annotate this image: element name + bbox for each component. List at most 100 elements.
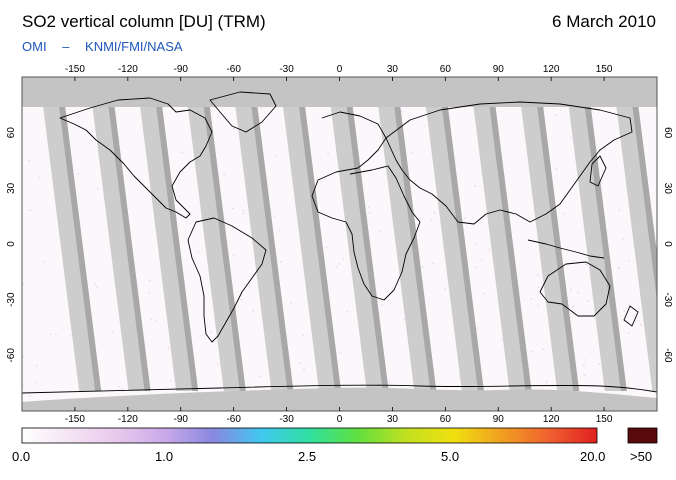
noise-pixel xyxy=(242,210,244,212)
noise-pixel xyxy=(77,173,80,175)
noise-pixel xyxy=(458,375,461,377)
map-date: 6 March 2010 xyxy=(552,12,656,31)
lat-tick-label: 0 xyxy=(6,241,17,247)
lat-tick-label: 30 xyxy=(6,182,17,194)
noise-pixel xyxy=(530,298,532,300)
noise-pixel xyxy=(587,300,589,302)
noise-pixel xyxy=(500,339,503,341)
lon-tick-label: -60 xyxy=(226,64,241,75)
noise-pixel xyxy=(488,248,490,251)
lon-tick-label: -30 xyxy=(279,64,294,75)
noise-pixel xyxy=(38,176,40,179)
left-latitude-ticks: 60 30 0 -30 -60 xyxy=(6,127,17,363)
coast-greenland xyxy=(209,91,277,133)
lon-tick-label: 60 xyxy=(440,64,452,75)
noise-pixel xyxy=(23,283,25,285)
noise-pixel xyxy=(369,212,371,214)
lat-tick-label: 0 xyxy=(662,241,673,247)
lon-tick-label: -30 xyxy=(279,414,294,425)
noise-pixel xyxy=(327,152,329,155)
noise-pixel xyxy=(483,293,485,295)
noise-pixel xyxy=(367,206,370,208)
swath-overlap xyxy=(299,107,342,391)
noise-pixel xyxy=(243,212,245,215)
swath-overlap xyxy=(251,107,294,391)
noise-pixel xyxy=(168,346,170,349)
noise-pixel xyxy=(69,335,72,337)
colorbar-overflow xyxy=(627,427,658,444)
noise-pixel xyxy=(638,307,640,310)
swath-overlap xyxy=(59,107,102,391)
noise-pixel xyxy=(290,302,292,304)
noise-pixel xyxy=(475,243,477,245)
noise-pixel xyxy=(563,213,565,215)
noise-pixel xyxy=(35,381,37,384)
lat-tick-label: 30 xyxy=(662,183,673,195)
noise-pixel xyxy=(379,230,381,232)
noise-pixel xyxy=(274,216,276,218)
lon-tick-label: -60 xyxy=(226,414,241,425)
swath-overlap xyxy=(108,107,151,391)
north-polar-no-data xyxy=(22,77,657,107)
noise-pixel xyxy=(342,258,344,260)
coast-indonesia xyxy=(527,239,605,259)
noise-pixel xyxy=(336,266,338,268)
colorbar-scale xyxy=(21,427,598,444)
lon-tick-label: -120 xyxy=(118,414,138,425)
lon-tick-label: 0 xyxy=(337,64,343,75)
noise-pixel xyxy=(210,330,212,333)
noise-pixel xyxy=(411,152,413,154)
orbit-swaths xyxy=(43,107,657,391)
lon-tick-label: 60 xyxy=(440,414,452,425)
lon-tick-label: -90 xyxy=(174,64,189,75)
swath-overlap xyxy=(489,107,532,391)
noise-pixel xyxy=(423,125,425,127)
noise-pixel xyxy=(23,356,25,358)
noise-pixel xyxy=(481,259,483,261)
noise-pixel xyxy=(231,207,234,210)
noise-pixel xyxy=(618,209,620,211)
noise-pixel xyxy=(252,310,254,312)
noise-pixel xyxy=(96,286,98,288)
noise-pixel xyxy=(43,261,45,263)
lon-tick-label: 0 xyxy=(337,414,343,425)
noise-pixel xyxy=(148,292,151,294)
south-polar-no-data xyxy=(22,387,657,411)
lon-tick-label: 30 xyxy=(387,64,399,75)
noise-pixel xyxy=(377,124,379,126)
noise-pixel xyxy=(302,334,304,336)
lon-tick-label: -90 xyxy=(174,414,189,425)
swath-overlap xyxy=(203,107,246,391)
coast-antarctica xyxy=(22,384,657,394)
lat-tick-label: -60 xyxy=(6,348,17,363)
lat-tick-label: 60 xyxy=(6,127,17,139)
noise-pixel xyxy=(432,262,434,265)
noise-pixel xyxy=(259,375,261,378)
lon-tick-label: 150 xyxy=(596,64,613,75)
lon-tick-label: 90 xyxy=(493,414,505,425)
credit-instrument: OMI xyxy=(22,39,47,54)
lon-tick-label: -150 xyxy=(65,64,85,75)
coast-south-america xyxy=(187,217,267,343)
coast-asia xyxy=(385,101,633,225)
lon-tick-label: 150 xyxy=(596,414,613,425)
lon-tick-label: 120 xyxy=(543,64,560,75)
noise-pixel xyxy=(632,314,635,316)
lon-tick-label: 90 xyxy=(493,64,505,75)
noise-pixel xyxy=(617,267,620,270)
colorbar-label-4: 20.0 xyxy=(580,449,606,464)
noise-pixel xyxy=(476,327,479,329)
noise-pixel xyxy=(28,159,31,162)
noise-pixel xyxy=(111,330,113,333)
map-title: SO2 vertical column [DU] (TRM) xyxy=(22,12,266,31)
noise-pixel xyxy=(240,298,242,301)
coast-europe-africa xyxy=(311,111,421,301)
noise-pixel xyxy=(325,246,328,248)
noise-pixel xyxy=(401,110,403,112)
noise-pixel xyxy=(280,261,282,263)
noise-pixel xyxy=(36,365,38,367)
swath-overlap xyxy=(394,107,437,391)
noise-pixel xyxy=(233,128,235,130)
noise-pixel xyxy=(422,266,424,268)
noise-pixel xyxy=(537,286,539,288)
